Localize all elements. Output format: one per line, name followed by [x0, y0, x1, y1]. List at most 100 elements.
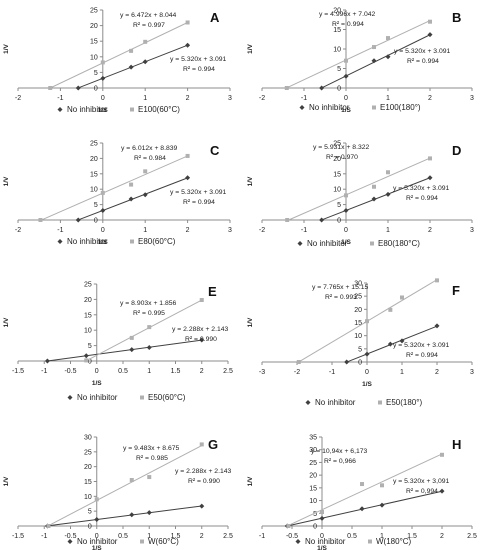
y-tick-label: 20: [309, 473, 317, 480]
data-point: [146, 510, 152, 516]
data-point: [372, 45, 377, 50]
data-point: [344, 58, 348, 63]
y-tick-label: 10: [354, 333, 362, 340]
x-tick-label: 0: [101, 227, 105, 234]
data-point: [129, 478, 134, 483]
x-tick-label: -0.5: [64, 368, 76, 375]
x-tick-label: 2: [428, 95, 432, 102]
data-point: [128, 196, 134, 202]
data-point: [75, 217, 81, 223]
data-point: [386, 170, 390, 175]
x-tick-label: 2: [435, 369, 439, 376]
legend-marker-diamond: [57, 107, 63, 112]
legend-label: No inhibitor: [67, 105, 108, 114]
x-tick-label: 3: [470, 227, 474, 234]
equation-label: y = 5.320x + 3.091: [394, 48, 451, 55]
legend: No inhibitor W(60°C): [67, 537, 179, 546]
x-tick-label: 2: [186, 227, 190, 234]
y-tick-label: 30: [84, 435, 92, 442]
data-point: [427, 32, 433, 38]
x-tick-label: 3: [228, 227, 232, 234]
data-point: [185, 153, 190, 158]
r-squared-label: R² = 0.994: [407, 58, 439, 65]
y-tick-label: 20: [354, 307, 362, 314]
x-tick-label: 1: [143, 95, 147, 102]
data-point: [94, 497, 99, 502]
data-point: [387, 341, 393, 347]
equation-label: y = 5.320x + 3.091: [170, 189, 227, 196]
x-tick-label: -2: [15, 95, 21, 102]
y-tick-label: 15: [84, 479, 92, 486]
x-tick-label: 2: [200, 533, 204, 540]
equation-label: y = 5.320x + 3.091: [170, 56, 227, 63]
x-tick-label: -1: [57, 227, 63, 234]
data-point: [428, 19, 432, 24]
legend-marker-square: [372, 105, 376, 110]
x-axis-title: 1/S: [98, 107, 108, 114]
data-point: [129, 335, 134, 340]
chart-panel-e: 0 5 10 15 20 25 -1.5 -1 -0.5 0 0.5 1 1.5 2 2.5 1/V 1/S Ey…: [3, 282, 233, 403]
equation-label: y = 6.012x + 8.839: [121, 145, 178, 152]
y-tick-label: 15: [309, 485, 317, 492]
y-tick-label: 20: [84, 297, 92, 304]
legend-label: E80(180°C): [378, 239, 420, 248]
equation-label: y = 2.288x + 2.143: [172, 326, 229, 333]
x-tick-label: 2.5: [467, 533, 477, 540]
data-point: [44, 358, 50, 364]
legend-marker-diamond: [297, 241, 303, 246]
y-tick-label: 5: [358, 346, 362, 353]
x-tick-label: 3: [470, 369, 474, 376]
y-tick-label: 0: [88, 359, 92, 366]
data-point: [427, 175, 433, 181]
panel-letter: C: [210, 143, 220, 158]
r-squared-label: R² = 0,994: [406, 488, 438, 495]
x-tick-label: 2: [440, 533, 444, 540]
x-tick-label: 2: [428, 227, 432, 234]
equation-label: y = 4.996x + 7.042: [319, 11, 376, 18]
y-tick-label: 20: [84, 464, 92, 471]
trendline-inhibitor: [286, 157, 431, 222]
data-point: [38, 218, 43, 222]
y-tick-label: 25: [309, 460, 317, 467]
y-tick-label: 5: [88, 509, 92, 516]
data-point: [319, 85, 325, 91]
x-tick-label: 1: [143, 227, 147, 234]
data-point: [142, 59, 148, 65]
y-tick-label: 15: [354, 320, 362, 327]
legend-marker-diamond: [305, 400, 311, 405]
y-tick-label: 30: [309, 447, 317, 454]
y-tick-label: 20: [90, 156, 98, 163]
legend-label: E80(60°C): [138, 237, 176, 246]
data-point: [146, 344, 152, 350]
y-tick-label: 15: [90, 39, 98, 46]
x-tick-label: 2.5: [223, 368, 233, 375]
y-axis-title: 1/V: [247, 176, 254, 186]
y-tick-label: 15: [84, 312, 92, 319]
data-point: [400, 295, 404, 300]
y-tick-label: 0: [88, 524, 92, 531]
data-point: [199, 337, 205, 343]
trendline-inhibitor: [50, 22, 188, 89]
legend-label: E100(60°C): [138, 105, 180, 114]
y-tick-label: 0: [358, 360, 362, 367]
equation-label: y = 5.320x + 3.091: [393, 185, 450, 192]
data-point: [428, 156, 432, 161]
legend-label: No inhibitor: [307, 239, 348, 248]
legend: No inhibitor E50(60°C): [67, 393, 186, 402]
legend-label: E50(60°C): [148, 393, 186, 402]
x-tick-label: 0.5: [347, 533, 357, 540]
data-point: [435, 278, 439, 283]
panel-letter: G: [208, 437, 218, 452]
legend: No inhibitor E80(180°C): [297, 239, 420, 248]
x-tick-label: 0: [344, 227, 348, 234]
x-axis-title: 1/S: [362, 381, 372, 388]
y-tick-label: 0: [337, 86, 341, 93]
data-point: [439, 488, 445, 494]
x-axis-title: 1/S: [341, 107, 351, 114]
legend-marker-diamond: [67, 395, 73, 400]
data-point: [296, 360, 301, 364]
x-tick-label: -2: [15, 227, 21, 234]
legend-marker-diamond: [57, 239, 63, 244]
data-point: [360, 482, 365, 487]
x-tick-label: 1: [400, 369, 404, 376]
